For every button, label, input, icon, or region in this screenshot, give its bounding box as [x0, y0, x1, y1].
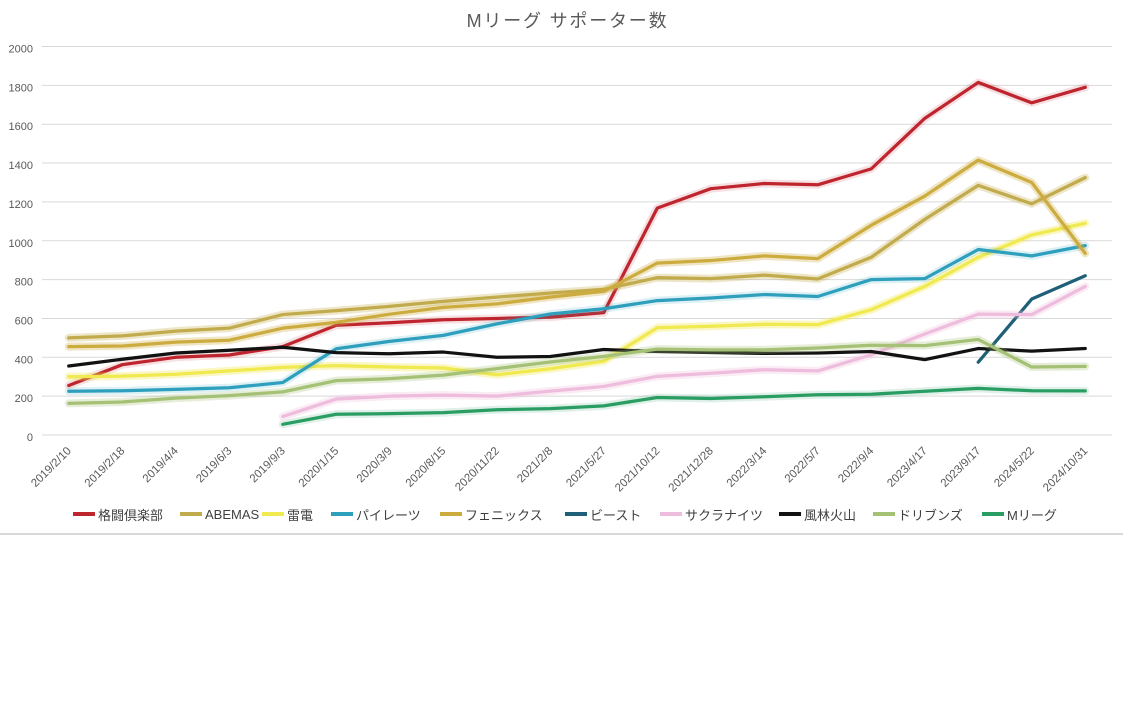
- svg-text:2020/11/22: 2020/11/22: [453, 445, 502, 494]
- svg-text:1000: 1000: [9, 238, 33, 250]
- svg-text:2022/9/4: 2022/9/4: [836, 445, 877, 486]
- svg-text:1200: 1200: [9, 199, 33, 211]
- svg-text:2023/4/17: 2023/4/17: [885, 445, 930, 490]
- svg-text:1800: 1800: [9, 82, 33, 94]
- svg-text:2019/6/3: 2019/6/3: [194, 445, 234, 485]
- svg-text:2021/5/27: 2021/5/27: [564, 445, 609, 490]
- svg-text:2021/12/28: 2021/12/28: [667, 445, 716, 494]
- svg-text:1400: 1400: [9, 160, 33, 172]
- svg-text:2023/9/17: 2023/9/17: [939, 445, 984, 490]
- svg-text:200: 200: [15, 393, 33, 405]
- svg-text:1600: 1600: [9, 121, 33, 133]
- svg-text:2020/8/15: 2020/8/15: [404, 445, 449, 490]
- svg-text:0: 0: [27, 432, 33, 444]
- svg-text:2020/3/9: 2020/3/9: [355, 445, 395, 485]
- svg-text:800: 800: [15, 277, 33, 289]
- svg-text:2019/9/3: 2019/9/3: [248, 445, 288, 485]
- svg-text:2022/5/7: 2022/5/7: [783, 445, 823, 485]
- svg-text:2019/2/18: 2019/2/18: [83, 445, 128, 490]
- svg-text:600: 600: [15, 315, 33, 327]
- svg-text:400: 400: [15, 354, 33, 366]
- svg-text:2021/10/12: 2021/10/12: [613, 445, 662, 494]
- svg-text:2000: 2000: [9, 44, 33, 56]
- svg-text:2024/5/22: 2024/5/22: [992, 445, 1037, 490]
- svg-text:2022/3/14: 2022/3/14: [725, 445, 770, 490]
- svg-text:2019/4/4: 2019/4/4: [141, 445, 182, 486]
- svg-text:2024/10/31: 2024/10/31: [1041, 445, 1090, 494]
- svg-text:2020/1/15: 2020/1/15: [297, 445, 342, 490]
- svg-text:2019/2/10: 2019/2/10: [29, 445, 74, 490]
- svg-text:2021/2/8: 2021/2/8: [515, 445, 555, 485]
